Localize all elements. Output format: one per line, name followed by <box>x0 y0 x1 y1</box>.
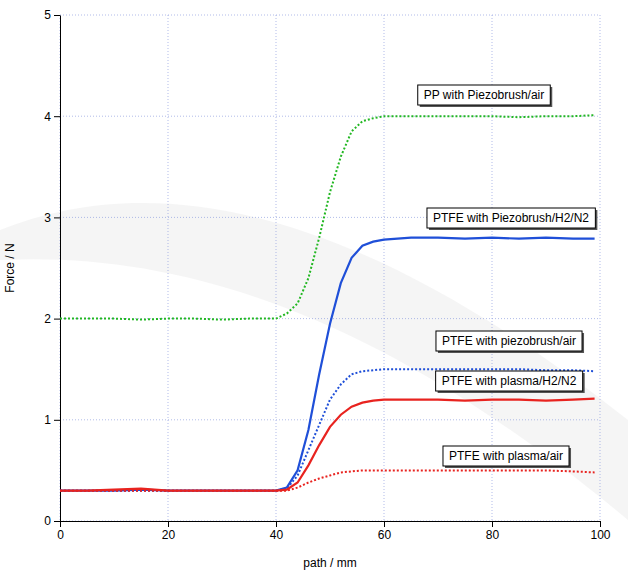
tick: 3 <box>44 211 60 225</box>
series-label-text: PP with Piezobrush/air <box>424 88 545 102</box>
series-line <box>60 115 595 319</box>
tick: 20 <box>162 521 176 542</box>
series-label-text: PTFE with piezobrush/air <box>442 334 576 348</box>
tick-label: 5 <box>44 8 51 22</box>
series-label-box <box>427 208 595 228</box>
tick: 0 <box>44 514 60 528</box>
tick-label: 0 <box>44 514 51 528</box>
x-axis-title: path / mm <box>303 556 356 570</box>
grid-line-y <box>60 521 600 522</box>
series-label: PTFE with plasma/air <box>443 446 571 468</box>
tick-mark <box>54 15 60 16</box>
grid-line-x <box>600 15 601 521</box>
tick-label: 60 <box>378 528 392 542</box>
series-line <box>60 369 595 490</box>
tick: 0 <box>57 521 64 542</box>
tick-label: 4 <box>44 110 51 124</box>
tick-label: 3 <box>44 211 51 225</box>
grid-line-y <box>60 116 600 117</box>
series-label-box <box>436 371 583 391</box>
series-line <box>60 399 595 491</box>
tick-mark <box>60 521 61 527</box>
tick-label: 1 <box>44 413 51 427</box>
tick-label: 0 <box>57 528 64 542</box>
tick: 100 <box>590 521 610 542</box>
tick-mark <box>168 521 169 527</box>
grid-line-x <box>384 15 385 521</box>
grid-line-y <box>60 419 600 420</box>
tick: 60 <box>378 521 392 542</box>
tick-mark <box>54 420 60 421</box>
tick-mark <box>276 521 277 527</box>
background-swoosh <box>0 203 628 520</box>
tick-label: 80 <box>486 528 500 542</box>
series-label: PTFE with Piezobrush/H2/N2 <box>427 208 597 230</box>
series-label-box <box>443 446 569 466</box>
tick-mark <box>492 521 493 527</box>
y-axis-title: Force / N <box>3 243 17 292</box>
axis-line <box>61 521 601 522</box>
series-label-box <box>436 331 582 351</box>
lines <box>60 115 595 490</box>
tick-label: 100 <box>590 528 610 542</box>
tick: 4 <box>44 110 60 124</box>
series-label-text: PTFE with plasma/air <box>449 449 563 463</box>
series-label: PTFE with piezobrush/air <box>436 331 584 353</box>
tick-mark <box>54 521 60 522</box>
tick-mark <box>54 116 60 117</box>
series-labels: PP with Piezobrush/air PTFE with Piezobru… <box>418 85 598 468</box>
series-label-text: PTFE with plasma/H2/N2 <box>442 374 577 388</box>
grid-line-y <box>60 15 600 16</box>
tick: 40 <box>270 521 284 542</box>
x-axis: 0 20 40 60 80 100 <box>57 521 611 542</box>
grid-line-x <box>60 15 61 521</box>
tick-mark <box>54 319 60 320</box>
series-label: PTFE with plasma/H2/N2 <box>436 371 585 393</box>
plot: 0 20 40 60 80 100 0 1 2 3 4 5 <box>44 8 611 541</box>
tick-label: 20 <box>162 528 176 542</box>
tick: 2 <box>44 312 60 326</box>
tick-label: 2 <box>44 312 51 326</box>
series-line <box>60 238 595 491</box>
grid <box>60 15 600 521</box>
grid-line-x <box>276 15 277 521</box>
axis-line <box>60 16 61 522</box>
tick-label: 40 <box>270 528 284 542</box>
grid-line-x <box>168 15 169 521</box>
series-label-text: PTFE with Piezobrush/H2/N2 <box>433 211 589 225</box>
series-label-box <box>418 85 551 105</box>
tick-mark <box>54 217 60 218</box>
tick: 5 <box>44 8 60 22</box>
tick-mark <box>384 521 385 527</box>
series-line <box>60 470 595 490</box>
series-label: PP with Piezobrush/air <box>418 85 553 107</box>
chart: 0 20 40 60 80 100 0 1 2 3 4 5 path / mm Force / N PP w… <box>0 0 628 583</box>
tick: 80 <box>486 521 500 542</box>
tick: 1 <box>44 413 60 427</box>
tick-mark <box>600 521 601 527</box>
y-axis: 0 1 2 3 4 5 <box>44 8 60 528</box>
